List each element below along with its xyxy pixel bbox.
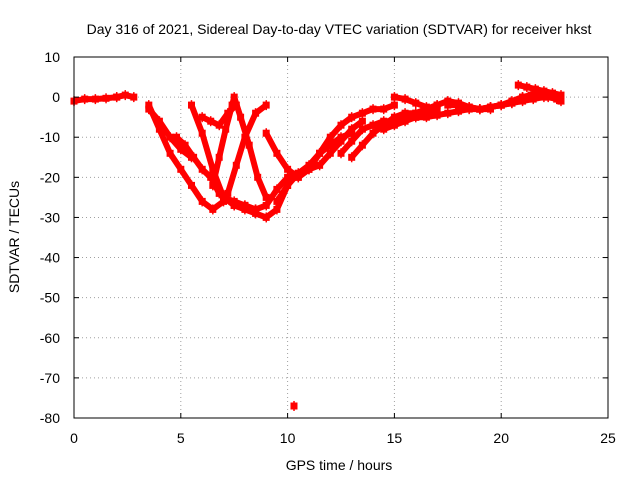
y-tick-label: 0 bbox=[52, 89, 60, 105]
y-axis-title: SDTVAR / TECUs bbox=[6, 181, 22, 293]
y-tick-label: -60 bbox=[40, 330, 60, 346]
y-tick-label: -70 bbox=[40, 370, 60, 386]
series-line bbox=[263, 130, 302, 181]
series-arc-10 bbox=[224, 100, 270, 199]
y-tick-label: -50 bbox=[40, 290, 60, 306]
series-arc-16 bbox=[294, 100, 398, 183]
series-arc-08 bbox=[209, 92, 270, 203]
series-arc-02 bbox=[113, 90, 138, 103]
y-tick-label: 10 bbox=[44, 49, 60, 65]
chart-title: Day 316 of 2021, Sidereal Day-to-day VTE… bbox=[87, 21, 592, 37]
data-traces bbox=[70, 80, 565, 411]
y-tick-label: -10 bbox=[40, 129, 60, 145]
axis-ticks: 0 5 10 15 20 25 10 0 -10 -20 -30 -40 -50 -60 -70 -80 bbox=[40, 49, 616, 446]
series-arc-27 bbox=[519, 90, 565, 107]
x-tick-label: 10 bbox=[280, 430, 296, 446]
x-tick-label: 25 bbox=[600, 430, 616, 446]
x-axis-title: GPS time / hours bbox=[286, 457, 393, 473]
series-arc-13 bbox=[290, 400, 298, 411]
plot-frame bbox=[73, 56, 609, 419]
series-line bbox=[295, 102, 398, 181]
x-tick-label: 0 bbox=[70, 430, 78, 446]
y-tick-label: -20 bbox=[40, 169, 60, 185]
series-arc-01 bbox=[70, 92, 121, 107]
x-tick-label: 20 bbox=[493, 430, 509, 446]
y-tick-label: -40 bbox=[40, 250, 60, 266]
x-tick-label: 15 bbox=[387, 430, 403, 446]
y-tick-label: -30 bbox=[40, 209, 60, 225]
x-tick-label: 5 bbox=[177, 430, 185, 446]
y-tick-label: -80 bbox=[40, 410, 60, 426]
